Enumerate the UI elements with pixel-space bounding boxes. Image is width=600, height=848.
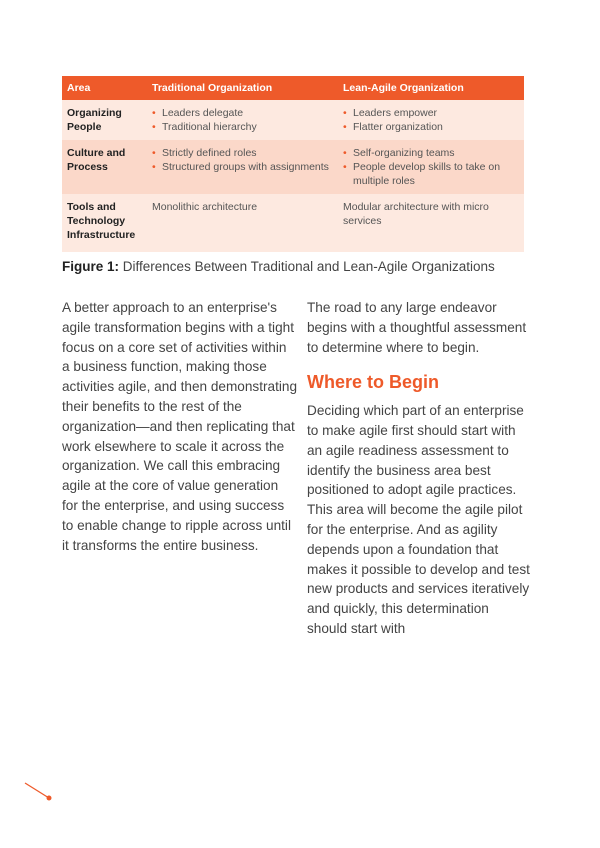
list-item: Self-organizing teams: [343, 146, 519, 160]
header-traditional: Traditional Organization: [147, 76, 338, 100]
list-item: Flatter organization: [343, 120, 519, 134]
table-row: Tools and Technology Infrastructure Mono…: [62, 194, 524, 252]
section-heading: Where to Begin: [307, 372, 440, 393]
decorative-line-icon: [24, 782, 52, 801]
figure-caption: Figure 1: Differences Between Traditiona…: [62, 259, 495, 274]
caption-label: Figure 1:: [62, 259, 120, 274]
list-item: Leaders empower: [343, 106, 519, 120]
caption-text: Differences Between Traditional and Lean…: [122, 259, 495, 274]
right-intro: The road to any large endeavor begins wi…: [307, 300, 527, 355]
lean-cell: Modular architecture with micro services: [338, 194, 524, 252]
list-item: Traditional hierarchy: [152, 120, 333, 134]
list-item: Leaders delegate: [152, 106, 333, 120]
area-cell: Organizing People: [62, 100, 147, 140]
left-paragraph: A better approach to an enterprise's agi…: [62, 300, 298, 553]
traditional-cell: Monolithic architecture: [147, 194, 338, 252]
header-lean: Lean-Agile Organization: [338, 76, 524, 100]
right-column: The road to any large endeavor begins wi…: [307, 298, 532, 639]
comparison-table: Area Traditional Organization Lean-Agile…: [62, 76, 524, 252]
lean-cell: Leaders empower Flatter organization: [338, 100, 524, 140]
left-column: A better approach to an enterprise's agi…: [62, 298, 297, 555]
traditional-cell: Leaders delegate Traditional hierarchy: [147, 100, 338, 140]
table-row: Culture and Process Strictly defined rol…: [62, 140, 524, 194]
list-item: Strictly defined roles: [152, 146, 333, 160]
header-area: Area: [62, 76, 147, 100]
traditional-cell: Strictly defined roles Structured groups…: [147, 140, 338, 194]
list-item: Structured groups with assignments: [152, 160, 333, 174]
right-body: Deciding which part of an enterprise to …: [307, 403, 530, 636]
table-header: Area Traditional Organization Lean-Agile…: [62, 76, 524, 100]
table-row: Organizing People Leaders delegate Tradi…: [62, 100, 524, 140]
area-cell: Culture and Process: [62, 140, 147, 194]
list-item: People develop skills to take on multipl…: [343, 160, 519, 188]
lean-cell: Self-organizing teams People develop ski…: [338, 140, 524, 194]
area-cell: Tools and Technology Infrastructure: [62, 194, 147, 252]
